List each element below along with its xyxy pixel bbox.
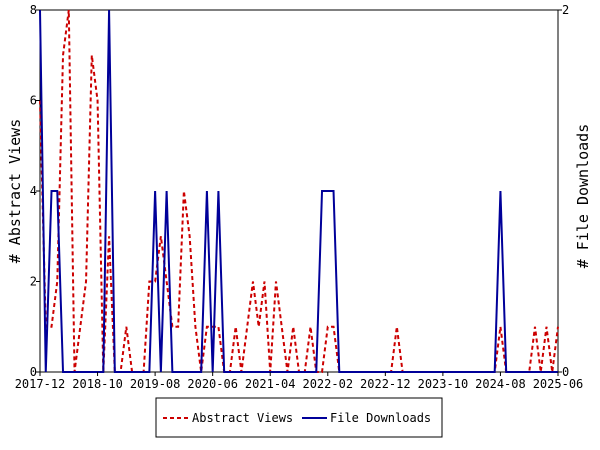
x-tick-label: 2017-12 <box>15 377 66 391</box>
y-left-tick-label: 6 <box>30 94 37 108</box>
x-tick-label: 2018-10 <box>72 377 123 391</box>
y-right-axis-label: # File Downloads <box>574 124 592 269</box>
series-line-file-downloads <box>39 9 558 373</box>
x-tick-label: 2022-02 <box>302 377 353 391</box>
x-tick-label: 2021-04 <box>245 377 296 391</box>
x-tick-label: 2022-12 <box>360 377 411 391</box>
x-tick-label: 2019-08 <box>130 377 181 391</box>
series-layer <box>39 9 559 373</box>
y-right-tick-label: 2 <box>562 3 569 17</box>
y-left-tick-label: 8 <box>30 3 37 17</box>
x-tick-label: 2025-06 <box>533 377 584 391</box>
legend-label-abstract-views: Abstract Views <box>192 411 293 425</box>
plot-area <box>39 9 559 373</box>
legend-label-file-downloads: File Downloads <box>330 411 431 425</box>
legend-box <box>155 397 443 438</box>
y-left-tick-label: 0 <box>30 365 37 379</box>
x-tick-label: 2023-10 <box>418 377 469 391</box>
x-tick-label: 2020-06 <box>187 377 238 391</box>
legend: Abstract Views File Downloads <box>155 397 443 438</box>
y-left-tick-label: 4 <box>30 184 37 198</box>
y-left-tick-label: 2 <box>30 275 37 289</box>
x-tick-label: 2024-08 <box>475 377 526 391</box>
tick-layer: 2017-12 2018-10 2019-08 2020-06 2021-04 2022-… <box>15 3 584 391</box>
y-right-tick-label: 0 <box>562 365 569 379</box>
y-left-axis-label: # Abstract Views <box>6 119 24 264</box>
